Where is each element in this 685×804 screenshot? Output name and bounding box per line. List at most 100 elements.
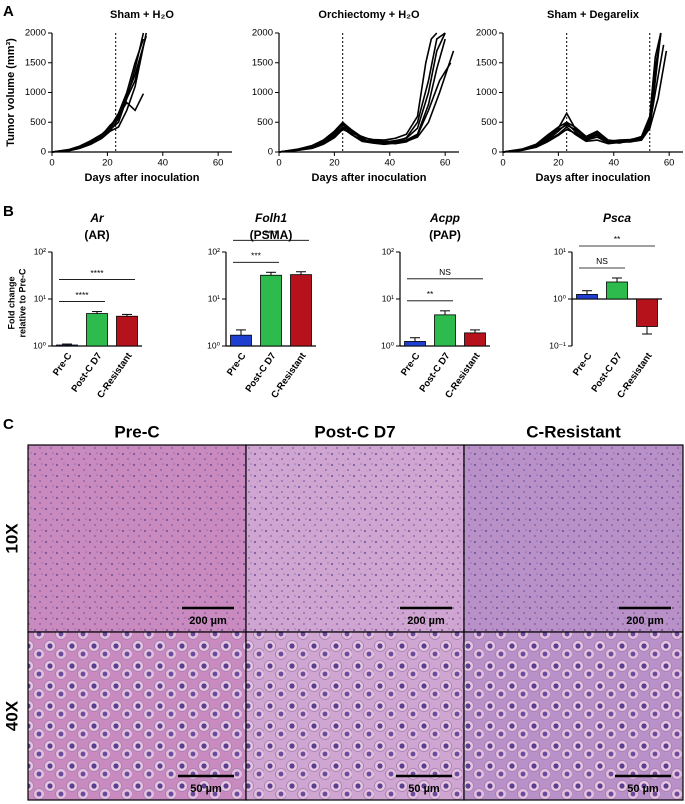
- growth-curve: [502, 50, 668, 153]
- bar: [464, 332, 486, 347]
- row-label: 10X: [2, 523, 21, 554]
- y-tick-label: 10⁰: [33, 340, 46, 350]
- chart-subtitle: (PSMA): [250, 228, 293, 242]
- y-tick-label: 2000: [476, 28, 497, 39]
- x-tick-label: Pre-C: [225, 351, 249, 378]
- growth-curve: [278, 50, 455, 153]
- column-header: C-Resistant: [526, 422, 621, 441]
- significance-label: NS: [596, 256, 608, 266]
- micrograph-texture: [463, 631, 684, 801]
- panel-label: C: [3, 416, 14, 433]
- bar: [260, 274, 282, 347]
- x-axis-label: Days after inoculation: [536, 172, 651, 184]
- y-axis-label: Fold change: [6, 276, 16, 329]
- y-tick-label: 1000: [25, 87, 46, 98]
- y-axis-label: Tumor volume (mm³): [5, 38, 17, 147]
- bar: [404, 341, 426, 347]
- chart-title: Ar: [89, 211, 105, 225]
- significance-label: **: [427, 289, 434, 299]
- y-tick-label: 10¹: [208, 293, 220, 303]
- growth-curve: [278, 32, 438, 153]
- x-tick-label: 20: [329, 158, 340, 169]
- significance-label: ****: [90, 268, 104, 278]
- scale-bar-label: 200 µm: [626, 615, 664, 627]
- panel-label: A: [3, 3, 14, 20]
- y-tick-label: 1500: [25, 57, 46, 68]
- chart-title: Sham + H₂O: [110, 9, 174, 21]
- y-tick-label: 10¹: [34, 293, 46, 303]
- x-tick-label: 20: [553, 158, 564, 169]
- x-tick-label: 0: [500, 158, 505, 169]
- y-tick-label: 10⁻¹: [549, 340, 566, 350]
- x-tick-label: 0: [276, 158, 281, 169]
- micrograph-texture: [27, 444, 247, 633]
- scale-bar-label: 200 µm: [189, 615, 227, 627]
- x-tick-label: 20: [102, 158, 113, 169]
- y-tick-label: 10²: [382, 246, 394, 256]
- bar: [290, 274, 312, 347]
- x-tick-label: 40: [157, 158, 168, 169]
- y-tick-label: 1000: [476, 87, 497, 98]
- significance-label: ****: [264, 229, 278, 239]
- growth-curve: [502, 44, 665, 153]
- bar: [86, 313, 108, 347]
- bar: [56, 344, 78, 347]
- x-axis-label: Days after inoculation: [312, 172, 427, 184]
- growth-curve: [51, 38, 145, 153]
- y-tick-label: 10⁰: [553, 293, 566, 303]
- x-tick-label: 60: [664, 158, 675, 169]
- y-tick-label: 10²: [34, 246, 46, 256]
- chart-title: Psca: [603, 211, 631, 225]
- growth-curve: [51, 32, 147, 153]
- chart-title: Acpp: [429, 211, 460, 225]
- y-tick-label: 1000: [252, 87, 273, 98]
- column-header: Pre-C: [114, 422, 159, 441]
- y-tick-label: 10¹: [554, 246, 566, 256]
- micrograph-texture: [245, 444, 465, 633]
- y-tick-label: 0: [268, 147, 273, 158]
- row-label: 40X: [2, 700, 21, 731]
- bar: [230, 334, 252, 347]
- significance-label: ****: [75, 290, 89, 300]
- y-axis-label: relative to Pre-C: [17, 268, 27, 338]
- growth-curve: [51, 35, 147, 153]
- y-tick-label: 10⁰: [381, 340, 394, 350]
- chart-title: Sham + Degarelix: [547, 9, 640, 21]
- x-tick-label: 60: [440, 158, 451, 169]
- bar: [606, 281, 628, 300]
- micrograph-texture: [463, 444, 684, 633]
- bar: [434, 314, 456, 347]
- x-tick-label: 40: [384, 158, 395, 169]
- y-tick-label: 500: [481, 117, 497, 128]
- y-tick-label: 500: [30, 117, 46, 128]
- scale-bar-label: 50 µm: [408, 783, 440, 795]
- y-tick-label: 0: [492, 147, 497, 158]
- x-tick-label: 40: [608, 158, 619, 169]
- significance-label: NS: [439, 267, 451, 277]
- y-tick-label: 2000: [252, 28, 273, 39]
- y-tick-label: 500: [257, 117, 273, 128]
- x-tick-label: 60: [213, 158, 224, 169]
- chart-subtitle: (AR): [84, 228, 109, 242]
- scale-bar-label: 50 µm: [190, 783, 222, 795]
- y-tick-label: 10¹: [382, 293, 394, 303]
- y-tick-label: 0: [41, 147, 46, 158]
- growth-curve: [278, 62, 452, 153]
- x-axis-label: Days after inoculation: [85, 172, 200, 184]
- chart-title: Folh1: [255, 211, 287, 225]
- x-tick-label: Pre-C: [571, 351, 595, 378]
- significance-label: ***: [251, 251, 262, 261]
- scale-bar-label: 200 µm: [407, 615, 445, 627]
- bar: [576, 294, 598, 300]
- y-tick-label: 10²: [208, 246, 220, 256]
- bar: [116, 315, 138, 347]
- significance-label: **: [614, 234, 621, 244]
- chart-subtitle: (PAP): [429, 228, 461, 242]
- bar: [636, 298, 658, 327]
- scale-bar-label: 50 µm: [627, 783, 659, 795]
- y-tick-label: 1500: [476, 57, 497, 68]
- column-header: Post-C D7: [314, 422, 395, 441]
- micrograph-texture: [245, 631, 465, 801]
